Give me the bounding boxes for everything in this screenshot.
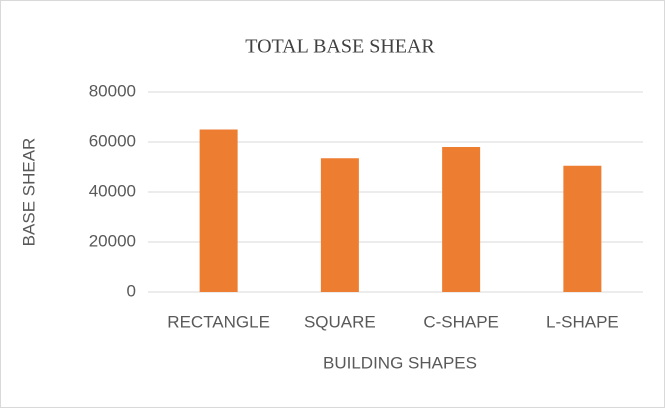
bar [320, 158, 359, 292]
x-tick-label: SQUARE [304, 312, 376, 331]
chart-title: TOTAL BASE SHEAR [245, 36, 435, 58]
x-tick-label: L-SHAPE [546, 312, 619, 331]
x-tick-label: C-SHAPE [423, 312, 499, 331]
y-tick-label: 60000 [89, 131, 136, 150]
y-axis-label: BASE SHEAR [19, 138, 38, 247]
y-tick-label: 20000 [89, 231, 136, 250]
x-tick-label: RECTANGLE [167, 312, 270, 331]
y-tick-label: 40000 [89, 181, 136, 200]
y-tick-label: 80000 [89, 81, 136, 100]
bar [563, 165, 602, 292]
bar [442, 147, 481, 292]
bar [199, 129, 238, 292]
x-axis-label: BUILDING SHAPES [323, 353, 477, 372]
y-tick-label: 0 [127, 281, 136, 300]
